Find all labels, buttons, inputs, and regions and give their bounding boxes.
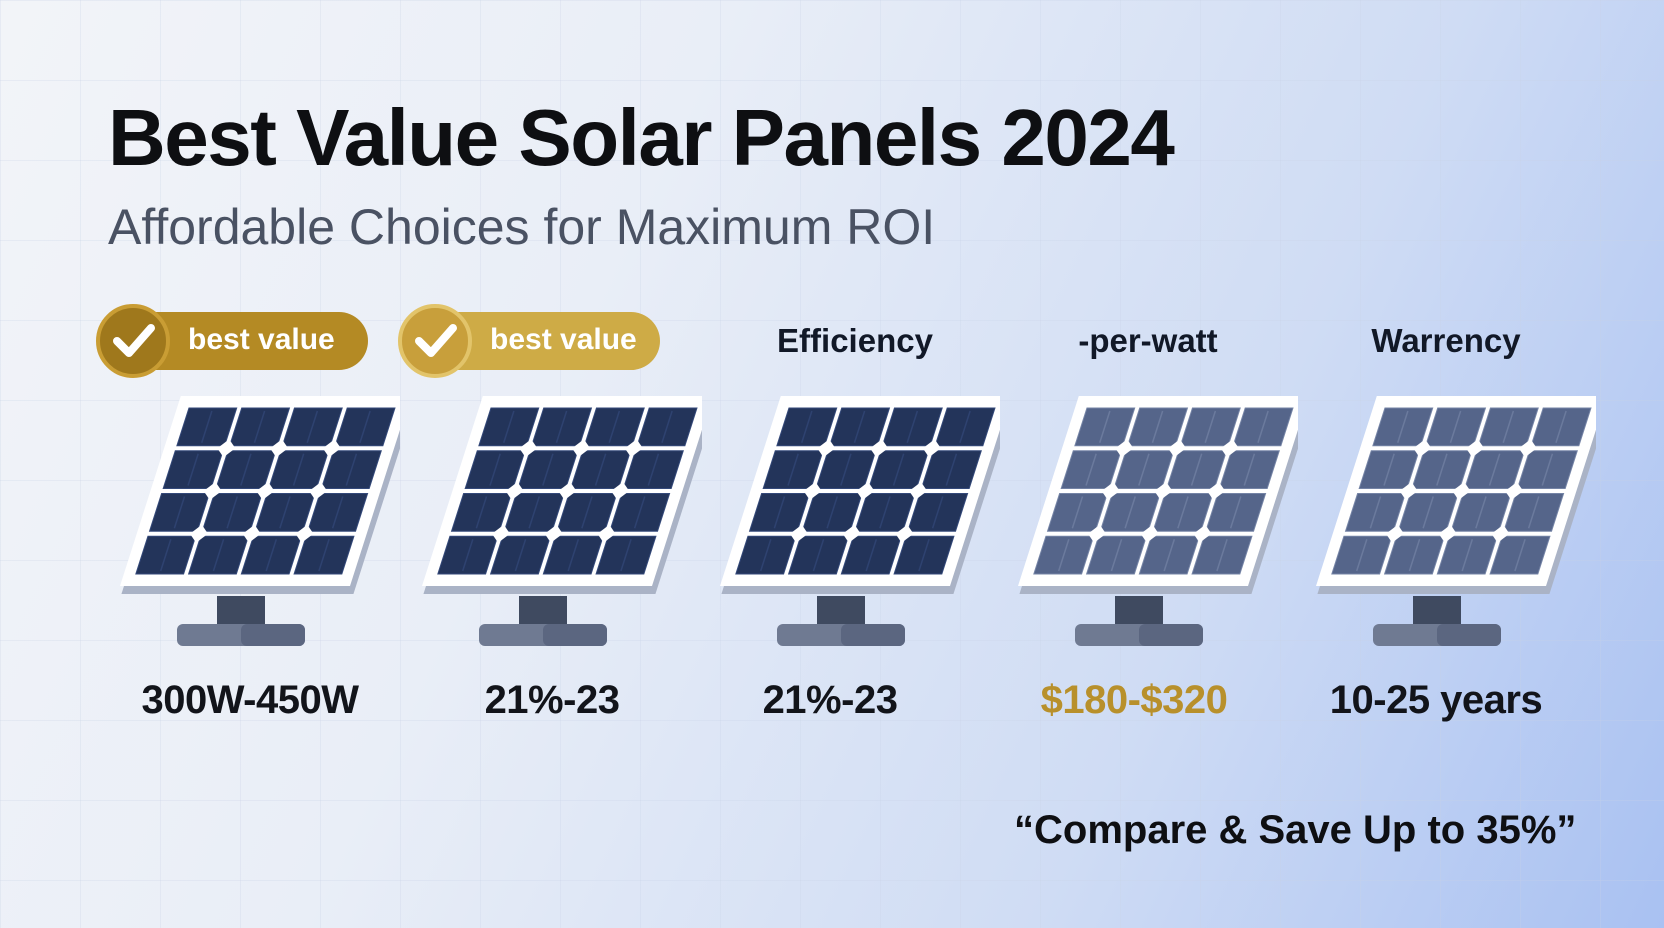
column-value: 10-25 years xyxy=(1329,678,1543,722)
column-label: Efficiency xyxy=(777,322,933,359)
panel-column-efficiency: Efficiency 21%-23 xyxy=(700,300,1015,740)
best-value-badge: best value xyxy=(398,304,660,378)
check-icon xyxy=(398,304,472,378)
page-subtitle: Affordable Choices for Maximum ROI xyxy=(108,199,936,255)
savings-tagline: “Compare & Save Up to 35%” xyxy=(1014,808,1577,852)
page-title: Best Value Solar Panels 2024 xyxy=(108,93,1175,182)
solar-panel-graphic xyxy=(120,396,415,646)
check-icon xyxy=(96,304,170,378)
solar-panel-icon xyxy=(700,388,1015,658)
panel-column-warranty: Warrency 10-25 years xyxy=(1296,300,1611,740)
panel-column-wattage: best value 300W-450W xyxy=(96,300,415,740)
solar-panel-graphic xyxy=(422,396,717,646)
solar-panel-graphic xyxy=(1018,396,1313,646)
solar-panel-graphic xyxy=(1316,396,1611,646)
column-value: 300W-450W xyxy=(141,678,359,722)
panel-column-price: -per-watt $180-$320 xyxy=(998,300,1313,740)
column-value: 21%-23 xyxy=(484,678,620,722)
column-label: -per-watt xyxy=(1078,322,1218,359)
column-value: 21%-23 xyxy=(762,678,898,722)
panel-column-efficiency-best: best value 21%-23 xyxy=(398,300,717,740)
solar-panel-graphic xyxy=(720,396,1015,646)
solar-panel-icon xyxy=(1296,388,1611,658)
best-value-badge: best value xyxy=(96,304,368,378)
badge-label: best value xyxy=(490,323,637,356)
solar-panel-icon xyxy=(998,388,1313,658)
column-label: Warrency xyxy=(1371,322,1521,359)
solar-panel-icon xyxy=(100,388,415,658)
column-value: $180-$320 xyxy=(1040,678,1228,722)
badge-label: best value xyxy=(188,323,335,356)
solar-panel-icon xyxy=(402,388,717,658)
